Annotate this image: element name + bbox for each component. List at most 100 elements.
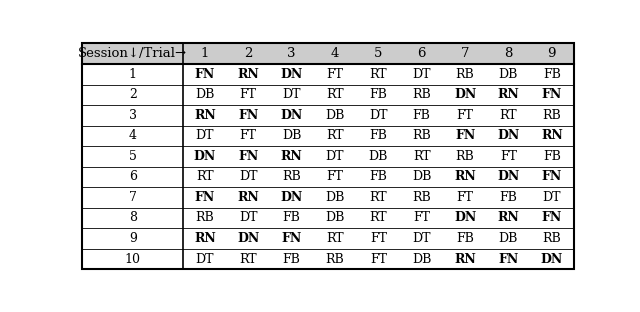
Text: FN: FN [455, 129, 476, 142]
Text: FT: FT [240, 129, 257, 142]
Text: DB: DB [325, 109, 345, 122]
Text: DN: DN [237, 232, 259, 245]
Text: RN: RN [497, 212, 519, 224]
Text: FN: FN [195, 68, 215, 81]
Text: RN: RN [454, 252, 476, 266]
Text: FN: FN [282, 232, 301, 245]
Text: RN: RN [194, 109, 216, 122]
Text: DB: DB [412, 170, 431, 183]
Text: RB: RB [412, 88, 431, 101]
Text: FN: FN [499, 252, 518, 266]
Text: 6: 6 [417, 47, 426, 60]
Text: RB: RB [456, 150, 474, 163]
Text: RN: RN [194, 232, 216, 245]
Text: RT: RT [326, 232, 344, 245]
Text: DN: DN [541, 252, 563, 266]
Text: FN: FN [541, 212, 562, 224]
Text: DB: DB [499, 232, 518, 245]
Text: 2: 2 [129, 88, 137, 101]
Text: 10: 10 [125, 252, 141, 266]
Text: RB: RB [412, 191, 431, 204]
Text: RT: RT [369, 191, 387, 204]
Text: DT: DT [412, 68, 431, 81]
Text: FT: FT [456, 191, 474, 204]
Text: 5: 5 [129, 150, 137, 163]
Text: RN: RN [541, 129, 563, 142]
Text: FN: FN [238, 109, 259, 122]
Text: FB: FB [283, 212, 301, 224]
Text: FT: FT [456, 109, 474, 122]
Text: DB: DB [499, 68, 518, 81]
Text: FB: FB [499, 191, 517, 204]
Text: 8: 8 [129, 212, 137, 224]
Text: 7: 7 [129, 191, 137, 204]
Text: RB: RB [282, 170, 301, 183]
Text: 9: 9 [129, 232, 137, 245]
Text: RT: RT [369, 212, 387, 224]
Text: DT: DT [196, 129, 214, 142]
Text: RT: RT [326, 88, 344, 101]
Text: RB: RB [195, 212, 214, 224]
Text: 5: 5 [374, 47, 383, 60]
Text: RT: RT [369, 68, 387, 81]
Text: FB: FB [369, 170, 387, 183]
Text: FB: FB [413, 109, 431, 122]
Text: DB: DB [325, 212, 345, 224]
Text: RB: RB [543, 109, 561, 122]
Text: 2: 2 [244, 47, 252, 60]
Text: RT: RT [500, 109, 517, 122]
Text: DB: DB [369, 150, 388, 163]
Text: 8: 8 [504, 47, 513, 60]
Text: DB: DB [412, 252, 431, 266]
Text: 4: 4 [129, 129, 137, 142]
Text: DT: DT [196, 252, 214, 266]
Text: 3: 3 [129, 109, 137, 122]
Text: DT: DT [369, 109, 388, 122]
Text: DN: DN [280, 68, 303, 81]
Text: 1: 1 [129, 68, 137, 81]
Text: RN: RN [281, 150, 303, 163]
Text: DT: DT [239, 212, 257, 224]
Text: DN: DN [280, 109, 303, 122]
Text: DN: DN [497, 129, 520, 142]
Text: FT: FT [370, 252, 387, 266]
Text: FN: FN [541, 170, 562, 183]
Text: FB: FB [543, 68, 561, 81]
Text: DB: DB [282, 129, 301, 142]
Text: 9: 9 [548, 47, 556, 60]
Text: 3: 3 [287, 47, 296, 60]
Text: RT: RT [239, 252, 257, 266]
Text: FT: FT [370, 232, 387, 245]
Text: DT: DT [326, 150, 344, 163]
Text: RT: RT [196, 170, 214, 183]
Text: RN: RN [497, 88, 519, 101]
Text: DN: DN [454, 88, 476, 101]
Text: RN: RN [454, 170, 476, 183]
Text: FT: FT [500, 150, 517, 163]
Text: DT: DT [282, 88, 301, 101]
Text: FN: FN [195, 191, 215, 204]
Text: 7: 7 [461, 47, 469, 60]
Text: DT: DT [239, 170, 257, 183]
Text: 1: 1 [201, 47, 209, 60]
Text: DT: DT [412, 232, 431, 245]
Text: 4: 4 [331, 47, 339, 60]
Text: DB: DB [195, 88, 214, 101]
Text: DN: DN [497, 170, 520, 183]
Text: RN: RN [237, 191, 259, 204]
Text: RT: RT [413, 150, 431, 163]
Text: FB: FB [283, 252, 301, 266]
Text: DN: DN [454, 212, 476, 224]
Text: FB: FB [369, 88, 387, 101]
Text: DN: DN [194, 150, 216, 163]
Text: FN: FN [541, 88, 562, 101]
Text: RB: RB [543, 232, 561, 245]
Text: DN: DN [280, 191, 303, 204]
Text: FB: FB [456, 232, 474, 245]
Text: RT: RT [326, 129, 344, 142]
Text: FN: FN [238, 150, 259, 163]
Text: 6: 6 [129, 170, 137, 183]
Text: RB: RB [456, 68, 474, 81]
Text: Session↓/Trial→: Session↓/Trial→ [78, 47, 188, 60]
Text: FB: FB [543, 150, 561, 163]
